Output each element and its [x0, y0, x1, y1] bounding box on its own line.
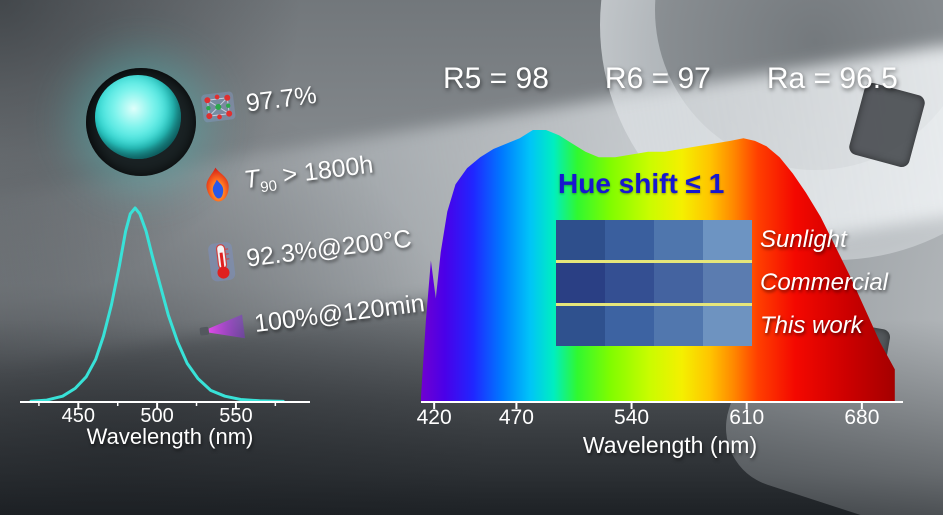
color-swatch — [654, 263, 703, 303]
color-swatch — [556, 306, 605, 346]
swatch-row-labels: Sunlight Commercial This work — [760, 218, 888, 347]
hue-shift-label: Hue shift ≤ 1 — [558, 168, 725, 199]
color-swatch — [556, 263, 605, 303]
right-x-axis-label: Wavelength (nm) — [582, 432, 758, 458]
uv-beam-icon — [197, 313, 246, 344]
crystal-structure-icon — [198, 87, 238, 127]
color-swatch — [556, 220, 605, 260]
thermometer-icon — [204, 240, 239, 283]
svg-text:610: 610 — [729, 406, 764, 429]
color-swatch-grid — [556, 220, 752, 346]
color-swatch — [703, 263, 752, 303]
left-x-axis-label: Wavelength (nm) — [86, 424, 254, 449]
row-label-commercial: Commercial — [760, 269, 889, 296]
phosphor-glow — [95, 75, 181, 159]
svg-text:500: 500 — [140, 405, 173, 427]
swatch-row-1 — [556, 220, 752, 263]
svg-text:450: 450 — [62, 405, 95, 427]
glowing-phosphor-sample — [86, 68, 196, 176]
svg-text:470: 470 — [499, 406, 534, 429]
svg-text:680: 680 — [844, 406, 879, 429]
color-swatch — [654, 306, 703, 346]
cri-values: R5 = 98 R6 = 97 Ra = 96.5 — [443, 62, 898, 96]
swatch-row-3 — [556, 306, 752, 346]
color-swatch — [605, 306, 654, 346]
emission-spectrum-chart: 450 500 550 — [20, 206, 310, 427]
color-swatch — [703, 220, 752, 260]
svg-text:540: 540 — [614, 406, 649, 429]
cri-r6-value: R6 = 97 — [604, 62, 711, 95]
metric-lifetime: T90 > 1800h — [198, 148, 375, 207]
metric-thermal-stability: 92.3%@200°C — [204, 219, 413, 284]
cri-r5-value: R5 = 98 — [443, 62, 549, 95]
color-swatch — [605, 263, 654, 303]
row-label-this-work: This work — [760, 312, 863, 339]
metric-quantum-efficiency: 97.7% — [198, 77, 318, 127]
color-swatch — [605, 220, 654, 260]
flame-icon — [198, 165, 236, 207]
row-label-sunlight: Sunlight — [760, 226, 847, 253]
svg-text:550: 550 — [219, 405, 252, 427]
svg-text:420: 420 — [417, 406, 452, 429]
color-swatch — [654, 220, 703, 260]
metric-value: 97.7% — [244, 80, 319, 117]
cri-ra-value: Ra = 96.5 — [766, 62, 898, 95]
color-swatch — [703, 306, 752, 346]
swatch-row-2 — [556, 263, 752, 306]
metric-photostability: 100%@120min — [197, 289, 426, 345]
